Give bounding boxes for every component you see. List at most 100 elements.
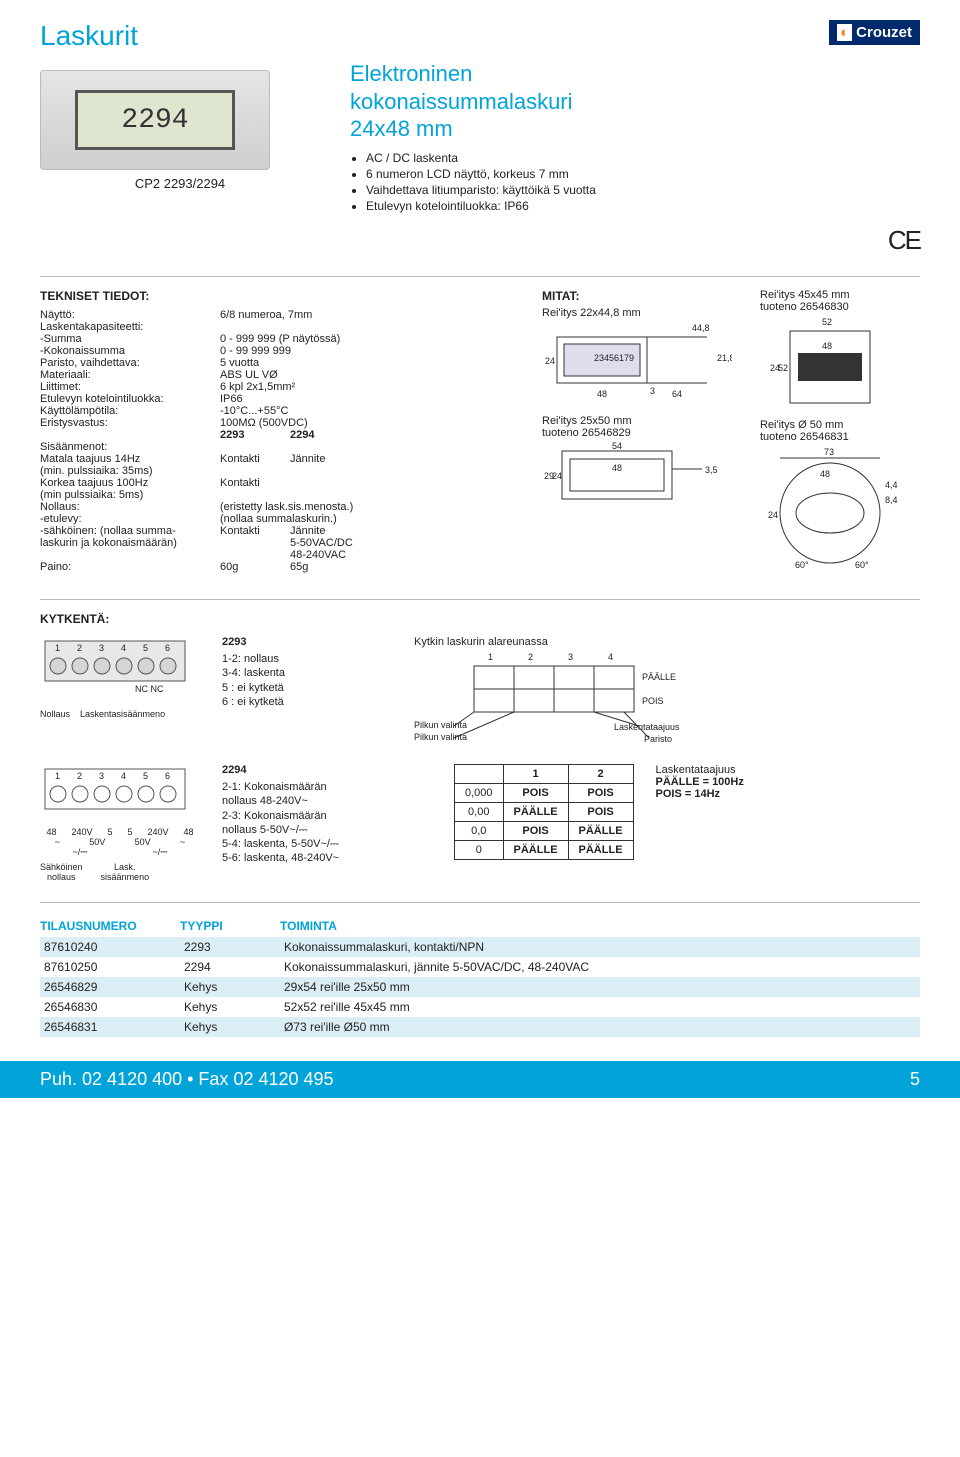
list-item: nollaus 5-50V~/⎓ <box>222 823 432 837</box>
product-title: Elektroninen kokonaissummalaskuri 24x48 … <box>350 60 760 143</box>
svg-text:2: 2 <box>77 771 82 781</box>
svg-text:NC NC: NC NC <box>135 684 164 694</box>
lcd-demo: 2294 <box>75 90 235 150</box>
spec-val: 6 kpl 2x1,5mm² <box>220 381 524 393</box>
dim-panel45-svg: 52 48 24 52 <box>760 313 910 413</box>
spec-val: 5 vuotta <box>220 357 524 369</box>
td: 2294 <box>180 957 280 977</box>
list-title: 2293 <box>222 636 392 648</box>
td: PÄÄLLE <box>568 841 633 860</box>
volt: 50V <box>135 837 151 847</box>
bullet: Etulevyn kotelointiluokka: IP66 <box>366 199 760 213</box>
category-title: Laskurit <box>40 20 320 52</box>
svg-text:2: 2 <box>77 643 82 653</box>
mitat-head: MITAT: <box>542 289 742 303</box>
svg-text:3: 3 <box>99 771 104 781</box>
spec-label: Matala taajuus 14Hz <box>40 453 220 465</box>
dim-front-svg: 23456179 48 64 24 3 44,8 21,8 <box>542 319 732 409</box>
order-table: TILAUSNUMERO TYYPPI TOIMINTA 87610240229… <box>40 915 920 1037</box>
page-number: 5 <box>910 1069 920 1090</box>
volt: 48 <box>46 827 56 837</box>
product-code: CP2 2293/2294 <box>40 176 320 191</box>
spec-label: Eristysvastus: <box>40 417 220 429</box>
svg-text:44,8: 44,8 <box>692 323 710 333</box>
terminal-2294-svg: 123 456 <box>40 764 190 824</box>
svg-text:5: 5 <box>143 771 148 781</box>
term-label: Nollaus <box>40 709 70 719</box>
td: 0 <box>455 841 504 860</box>
header-row: Laskurit 2294 CP2 2293/2294 Elektroninen… <box>40 20 920 256</box>
td: 29x54 rei'ille 25x50 mm <box>280 977 920 997</box>
th: TILAUSNUMERO <box>40 915 180 937</box>
volt: 48 <box>183 827 193 837</box>
freq-off: POIS = 14Hz <box>656 788 721 800</box>
spec-val: 0 - 99 999 999 <box>220 345 524 357</box>
spec-val: 6/8 numeroa, 7mm <box>220 309 524 321</box>
svg-text:Paristo: Paristo <box>644 734 672 743</box>
volt: 240V <box>147 827 168 837</box>
td: PÄÄLLE <box>568 822 633 841</box>
page-footer: Puh. 02 4120 400 • Fax 02 4120 495 5 <box>0 1061 960 1098</box>
list-item: 5-6: laskenta, 48-240V~ <box>222 851 432 865</box>
svg-text:60°: 60° <box>795 560 809 570</box>
svg-text:23456179: 23456179 <box>594 353 634 363</box>
svg-text:8,4: 8,4 <box>885 495 898 505</box>
term-label: nollaus <box>47 872 76 882</box>
t3: 24x48 mm <box>350 116 453 141</box>
td: Kehys <box>180 1017 280 1037</box>
freq-label: Laskentataajuus <box>656 764 744 776</box>
mitat-col: MITAT: Rei'itys 22x44,8 mm 23456179 48 6… <box>542 289 742 579</box>
volt: 5 <box>127 827 132 837</box>
td: POIS <box>568 803 633 822</box>
svg-text:6: 6 <box>165 643 170 653</box>
td: Ø73 rei'ille Ø50 mm <box>280 1017 920 1037</box>
spec-val: Kontakti <box>220 477 290 489</box>
bullet: Vaihdettava litiumparisto: käyttöikä 5 v… <box>366 183 760 197</box>
spec-label: -sähköinen: (nollaa summa- <box>40 525 220 537</box>
td: 2293 <box>180 937 280 957</box>
specs-col: TEKNISET TIEDOT: Näyttö:6/8 numeroa, 7mm… <box>40 289 524 579</box>
freq-on: PÄÄLLE = 100Hz <box>656 776 744 788</box>
svg-text:3: 3 <box>99 643 104 653</box>
svg-text:1: 1 <box>488 652 493 662</box>
svg-text:24: 24 <box>552 471 562 481</box>
specs-head: TEKNISET TIEDOT: <box>40 289 524 303</box>
svg-text:4: 4 <box>121 771 126 781</box>
spec-val: ABS UL VØ <box>220 369 524 381</box>
panels-col: Rei'itys 45x45 mm tuoteno 26546830 52 48… <box>760 289 920 579</box>
list-item: nollaus 48-240V~ <box>222 794 432 808</box>
inputs-head: Sisäänmenot: <box>40 441 220 453</box>
list-item: 5-4: laskenta, 5-50V~/⎓ <box>222 837 432 851</box>
term-label: Sähköinen <box>40 862 83 872</box>
td: Kokonaissummalaskuri, kontakti/NPN <box>280 937 920 957</box>
spec-val: IP66 <box>220 393 524 405</box>
bullet: AC / DC laskenta <box>366 151 760 165</box>
td: 0,000 <box>455 784 504 803</box>
spec-label: Paino: <box>40 561 220 573</box>
svg-text:3: 3 <box>650 386 655 396</box>
spec-label: Näyttö: <box>40 309 220 321</box>
volt: 240V <box>71 827 92 837</box>
spec-label: -Summa <box>40 333 220 345</box>
dim-label: Rei'itys Ø 50 mm <box>760 419 920 431</box>
spec-val <box>220 321 524 333</box>
brand-logo: ◐Crouzet <box>829 20 920 45</box>
th <box>455 765 504 784</box>
svg-text:POIS: POIS <box>642 696 664 706</box>
svg-text:54: 54 <box>612 441 622 451</box>
td: POIS <box>503 784 568 803</box>
list-item: 2-1: Kokonaismäärän <box>222 780 432 794</box>
svg-text:24: 24 <box>768 510 778 520</box>
spec-val: Kontakti <box>220 453 290 465</box>
svg-text:4: 4 <box>121 643 126 653</box>
th: 2 <box>568 765 633 784</box>
td: Kehys <box>180 977 280 997</box>
td: Kehys <box>180 997 280 1017</box>
logic-table: 12 0,000POISPOIS 0,00PÄÄLLEPOIS 0,0POISP… <box>454 764 634 860</box>
svg-text:60°: 60° <box>855 560 869 570</box>
brand: Crouzet <box>856 24 912 41</box>
spec-val: Jännite <box>290 453 360 465</box>
svg-text:48: 48 <box>612 463 622 473</box>
volt: 50V <box>89 837 105 847</box>
kytk-head: KYTKENTÄ: <box>40 612 920 626</box>
